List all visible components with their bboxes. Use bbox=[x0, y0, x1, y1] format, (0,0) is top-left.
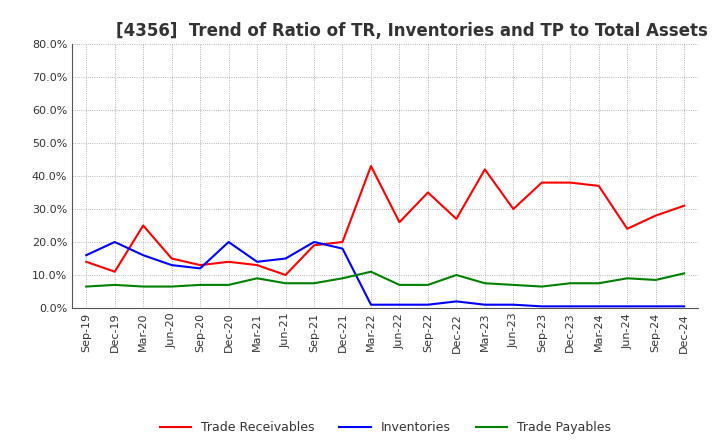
Inventories bbox=[652, 304, 660, 309]
Trade Payables bbox=[366, 269, 375, 275]
Inventories bbox=[282, 256, 290, 261]
Trade Receivables bbox=[282, 272, 290, 278]
Trade Receivables bbox=[537, 180, 546, 185]
Trade Payables bbox=[480, 281, 489, 286]
Inventories bbox=[82, 253, 91, 258]
Trade Payables bbox=[680, 271, 688, 276]
Trade Payables bbox=[253, 275, 261, 281]
Line: Trade Payables: Trade Payables bbox=[86, 271, 684, 286]
Trade Payables bbox=[652, 277, 660, 282]
Inventories bbox=[366, 302, 375, 307]
Trade Receivables bbox=[680, 203, 688, 209]
Inventories bbox=[452, 299, 461, 304]
Trade Payables bbox=[623, 275, 631, 281]
Inventories bbox=[253, 259, 261, 264]
Trade Receivables bbox=[338, 239, 347, 245]
Trade Receivables bbox=[423, 190, 432, 195]
Trade Payables bbox=[139, 284, 148, 289]
Inventories bbox=[566, 304, 575, 309]
Trade Payables bbox=[509, 282, 518, 288]
Trade Receivables bbox=[253, 262, 261, 268]
Trade Receivables bbox=[225, 259, 233, 264]
Trade Payables bbox=[595, 281, 603, 286]
Inventories bbox=[139, 253, 148, 258]
Trade Payables bbox=[395, 282, 404, 288]
Inventories bbox=[167, 262, 176, 268]
Trade Payables bbox=[566, 281, 575, 286]
Inventories bbox=[480, 302, 489, 307]
Trade Receivables bbox=[566, 180, 575, 185]
Trade Receivables bbox=[310, 243, 318, 248]
Trade Receivables bbox=[652, 213, 660, 218]
Inventories bbox=[423, 302, 432, 307]
Inventories bbox=[196, 266, 204, 271]
Inventories bbox=[395, 302, 404, 307]
Trade Receivables bbox=[82, 259, 91, 264]
Inventories bbox=[680, 304, 688, 309]
Trade Payables bbox=[196, 282, 204, 288]
Inventories bbox=[338, 246, 347, 251]
Trade Receivables bbox=[623, 226, 631, 231]
Trade Receivables bbox=[167, 256, 176, 261]
Inventories bbox=[595, 304, 603, 309]
Trade Receivables bbox=[595, 183, 603, 188]
Trade Receivables bbox=[196, 262, 204, 268]
Inventories bbox=[537, 304, 546, 309]
Trade Payables bbox=[310, 281, 318, 286]
Trade Payables bbox=[423, 282, 432, 288]
Trade Payables bbox=[225, 282, 233, 288]
Trade Receivables bbox=[110, 269, 119, 275]
Trade Payables bbox=[338, 275, 347, 281]
Trade Receivables bbox=[139, 223, 148, 228]
Text: [4356]  Trend of Ratio of TR, Inventories and TP to Total Assets: [4356] Trend of Ratio of TR, Inventories… bbox=[116, 22, 708, 40]
Trade Receivables bbox=[395, 220, 404, 225]
Trade Receivables bbox=[509, 206, 518, 212]
Trade Payables bbox=[452, 272, 461, 278]
Trade Payables bbox=[110, 282, 119, 288]
Trade Receivables bbox=[480, 167, 489, 172]
Trade Payables bbox=[282, 281, 290, 286]
Inventories bbox=[225, 239, 233, 245]
Inventories bbox=[623, 304, 631, 309]
Trade Payables bbox=[82, 284, 91, 289]
Line: Trade Receivables: Trade Receivables bbox=[86, 166, 684, 275]
Line: Inventories: Inventories bbox=[86, 242, 684, 306]
Trade Receivables bbox=[366, 163, 375, 169]
Legend: Trade Receivables, Inventories, Trade Payables: Trade Receivables, Inventories, Trade Pa… bbox=[155, 416, 616, 439]
Inventories bbox=[110, 239, 119, 245]
Trade Payables bbox=[167, 284, 176, 289]
Trade Payables bbox=[537, 284, 546, 289]
Trade Receivables bbox=[452, 216, 461, 221]
Inventories bbox=[509, 302, 518, 307]
Inventories bbox=[310, 239, 318, 245]
